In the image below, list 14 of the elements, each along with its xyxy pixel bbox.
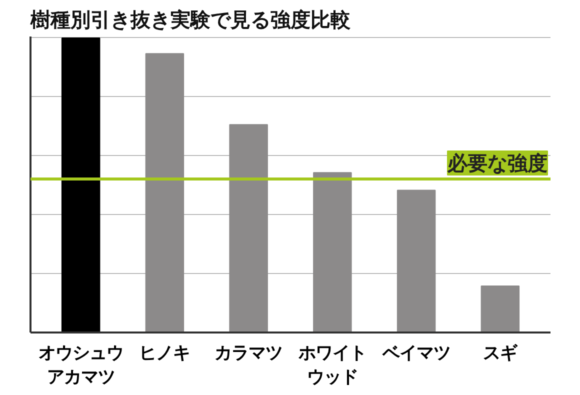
x-tick-label: スギ xyxy=(483,344,518,364)
x-tick-label: ホワイトウッド xyxy=(297,344,366,388)
ref-line-label: 必要な強度 xyxy=(446,151,548,176)
bar xyxy=(480,285,520,332)
chart-title: 樹種別引き抜き実験で見る強度比較 xyxy=(30,8,352,32)
bar xyxy=(145,53,184,332)
bar xyxy=(313,172,352,332)
x-tick-label: ヒノキ xyxy=(139,344,190,364)
bar xyxy=(396,190,436,332)
x-tick-label: ベイマツ xyxy=(381,344,450,364)
x-tick-label: オウシュウアカマツ xyxy=(38,344,124,388)
x-tick-label: カラマツ xyxy=(214,344,283,364)
bar xyxy=(61,37,100,332)
bar xyxy=(229,124,268,332)
